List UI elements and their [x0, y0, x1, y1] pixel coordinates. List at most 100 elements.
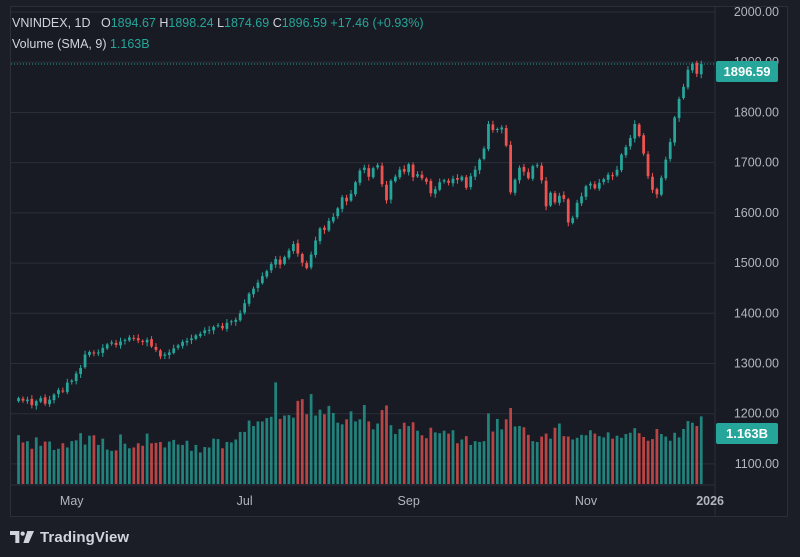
candle-body [456, 177, 459, 180]
tradingview-brand[interactable]: TradingView [10, 527, 129, 547]
volume-bar [624, 434, 628, 484]
volume-bar [318, 409, 322, 484]
volume-bar [615, 435, 619, 484]
volume-bar [433, 432, 437, 484]
candle-body [367, 168, 371, 177]
candle-body [597, 182, 601, 189]
volume-bar [451, 430, 455, 484]
volume-bar [668, 440, 672, 484]
candle-body [425, 178, 428, 182]
candle-body [469, 176, 473, 188]
volume-bar [682, 428, 685, 484]
candle-body [389, 180, 393, 200]
volume-bar [491, 431, 495, 484]
candle-body [172, 348, 176, 353]
volume-bar [65, 447, 69, 484]
candle-body [185, 340, 189, 343]
volume-bar [389, 425, 393, 484]
volume-bar [198, 452, 202, 484]
candle-body [380, 165, 384, 185]
candle-body [393, 176, 397, 182]
candle-body [611, 175, 614, 177]
candle-body [686, 69, 690, 88]
candle-body [163, 354, 167, 356]
volume-bar [553, 427, 557, 484]
candle-body [234, 319, 238, 322]
candle-body [571, 217, 575, 223]
candle-body [61, 390, 65, 392]
volume-bar [61, 443, 65, 484]
candle-body [491, 124, 495, 131]
volume-bar [575, 437, 579, 484]
candle-body [278, 259, 282, 265]
x-tick-label: Sep [398, 494, 420, 508]
x-tick-label: Jul [237, 494, 253, 508]
candle-body [518, 167, 521, 181]
candle-body [354, 182, 357, 195]
volume-bar [438, 433, 442, 484]
volume-bar [628, 432, 632, 484]
candle-body [402, 168, 406, 172]
candlestick-chart[interactable]: 2000.001900.001800.001700.001600.001500.… [11, 7, 788, 517]
volume-bar [655, 428, 659, 484]
volume-bar [566, 436, 570, 484]
volume-study-label[interactable]: Volume (SMA, 9) [12, 37, 107, 51]
candle-body [664, 159, 668, 179]
volume-bar [416, 430, 419, 484]
volume-bar [150, 443, 153, 484]
volume-bar [323, 414, 326, 484]
candle-body [637, 124, 641, 137]
volume-bar [123, 443, 127, 484]
volume-bar [376, 423, 380, 484]
candle-body [535, 165, 539, 167]
volume-bar [234, 439, 238, 484]
volume-bar [314, 415, 317, 484]
candle-body [101, 347, 105, 353]
volume-bar [504, 419, 508, 484]
candle-body [256, 282, 260, 288]
volume-bar [411, 422, 415, 484]
chart-panel[interactable]: 2000.001900.001800.001700.001600.001500.… [10, 6, 788, 517]
y-tick-label: 1800.00 [734, 105, 779, 119]
candle-body [269, 264, 273, 271]
volume-bar [442, 430, 446, 484]
volume-bar [358, 419, 362, 484]
low-value: 1874.69 [224, 16, 270, 30]
volume-bar [420, 435, 424, 484]
candle-body [362, 167, 366, 170]
volume-bar [207, 447, 211, 484]
volume-bar [380, 410, 384, 484]
candle-body [323, 227, 326, 230]
candle-body [43, 397, 47, 404]
candle-body [531, 166, 535, 179]
candle-body [79, 368, 82, 375]
volume-bar [159, 442, 162, 484]
candle-body [252, 288, 255, 295]
candle-body [646, 154, 650, 177]
low-key: L [217, 16, 225, 30]
candle-body [274, 259, 278, 265]
volume-bar [229, 442, 233, 484]
y-tick-label: 1600.00 [734, 206, 779, 220]
volume-bar [274, 382, 278, 484]
volume-bar [447, 433, 450, 484]
candle-body [677, 98, 681, 118]
volume-bar [345, 419, 348, 484]
symbol-label[interactable]: VNINDEX, 1D [12, 16, 91, 30]
volume-bar [185, 440, 189, 484]
y-tick-label: 1500.00 [734, 256, 779, 270]
candle-body [668, 142, 672, 159]
candle-body [92, 352, 96, 354]
candle-body [309, 254, 313, 268]
volume-bar [163, 447, 167, 484]
y-tick-label: 1100.00 [735, 457, 779, 471]
volume-bar [26, 441, 29, 484]
candle-body [447, 180, 450, 183]
last-price-tag: 1896.59 [716, 61, 778, 82]
volume-bar [269, 416, 273, 484]
candle-body [349, 193, 353, 201]
volume-bar [21, 442, 25, 484]
candle-body [398, 169, 402, 178]
volume-bar [181, 444, 184, 484]
volume-bar [17, 435, 20, 484]
